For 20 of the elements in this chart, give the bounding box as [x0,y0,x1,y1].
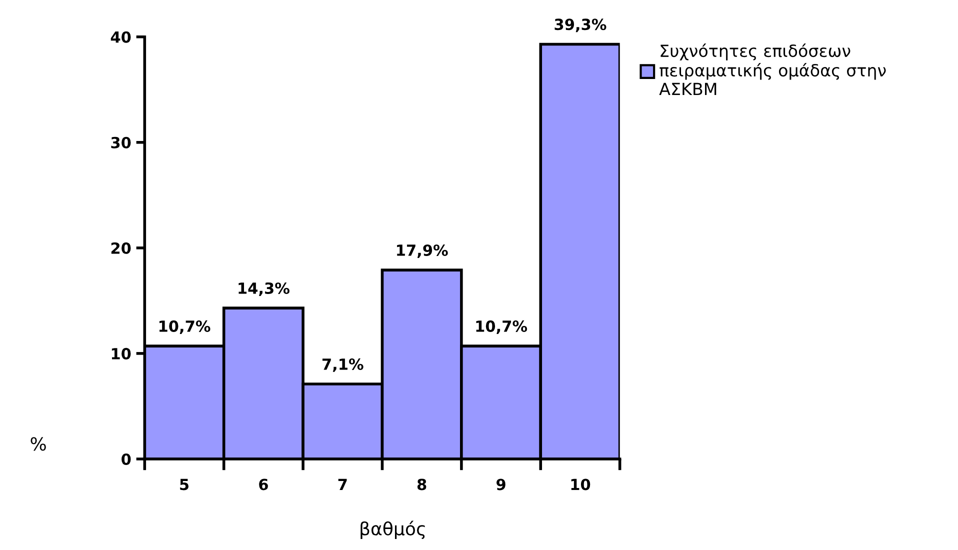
x-tick-label: 5 [180,478,189,490]
x-tick-label: 10 [571,478,590,490]
data-label: 10,7% [476,320,528,334]
y-tick-label: 10 [112,348,131,360]
x-tick-label: 7 [338,478,347,490]
data-label: 14,3% [238,282,290,296]
data-label: 39,3% [554,18,606,32]
data-label: 17,9% [397,244,448,258]
y-tick-label: 20 [111,242,131,254]
x-tick-label: 9 [496,478,506,490]
x-axis-title: βαθμός [360,520,425,539]
x-tick-label: 6 [259,478,268,490]
data-label: 7,1% [322,358,364,372]
legend-label: Συχνότητες επιδόσεων πειραματικής ομάδας στην ΑΣΚΒΜ [659,44,886,96]
data-label: 10,7% [159,320,210,334]
y-tick-label: 30 [111,136,131,148]
y-axis-title: % [30,437,46,451]
x-tick-label: 8 [417,478,426,490]
y-tick-label: 0 [122,453,131,465]
y-tick-label: 40 [110,31,131,43]
